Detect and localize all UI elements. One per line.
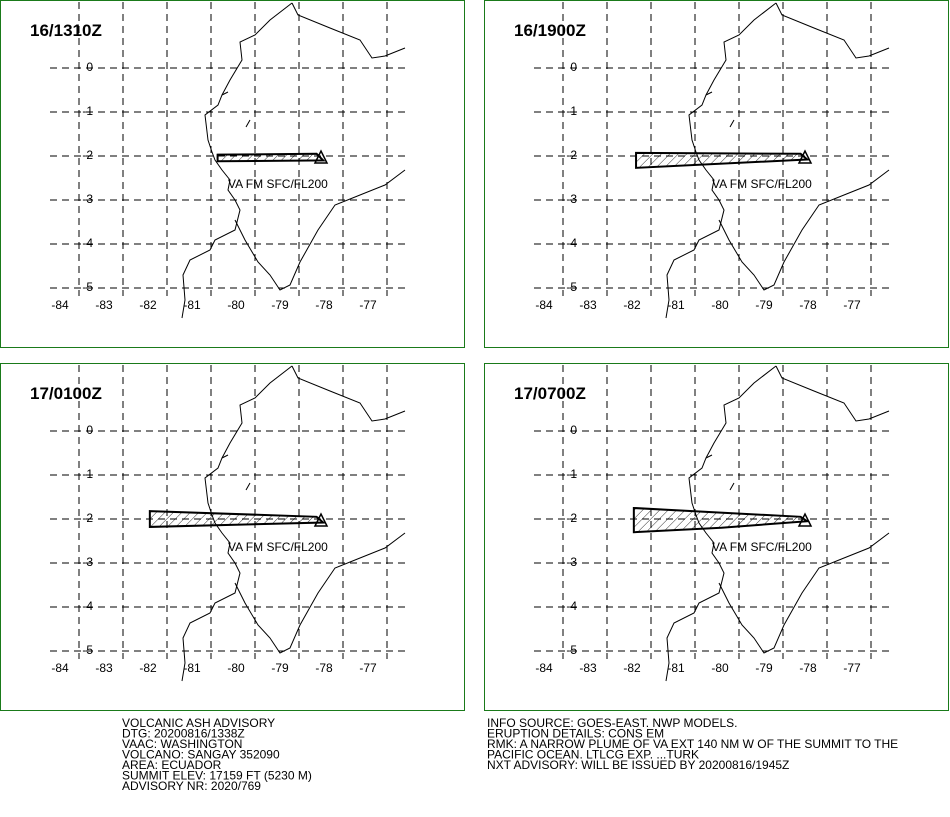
plume-label: VA FM SFC/FL200 [712, 177, 812, 191]
y-tick-label: -3 [566, 192, 577, 206]
x-tick-label: -78 [315, 661, 333, 675]
x-tick-label: -79 [755, 661, 773, 675]
x-tick-label: -78 [799, 661, 817, 675]
y-tick-label: -5 [82, 643, 93, 657]
y-tick-label: -4 [566, 599, 577, 613]
y-tick-label: -1 [566, 104, 577, 118]
y-tick-label: -2 [566, 148, 577, 162]
valid-time: 17/0100Z [30, 384, 102, 403]
x-tick-label: -81 [667, 661, 685, 675]
ash-plume [635, 151, 810, 169]
advisory-line: INFO SOURCE: GOES-EAST. NWP MODELS. [487, 716, 737, 730]
advisory-line: DTG: 20200816/1338Z [122, 727, 245, 741]
ash-plume [216, 152, 326, 163]
y-tick-label: -2 [566, 511, 577, 525]
map-panel: -84 -83 -82 -81 -80 -79 -78 -77 0 -1 -2 -3 -4 -5 VA FM… [484, 363, 949, 711]
advisory-line: VOLCANIC ASH ADVISORY [122, 716, 275, 730]
x-tick-label: -84 [535, 298, 553, 312]
advisory-line: VOLCANO: SANGAY 352090 [122, 748, 280, 762]
ash-plume [632, 506, 811, 534]
x-tick-label: -84 [535, 661, 553, 675]
y-tick-label: -3 [82, 192, 93, 206]
y-tick-label: -4 [82, 236, 93, 250]
ash-plume [148, 510, 326, 528]
x-tick-label: -80 [227, 298, 245, 312]
x-tick-label: -77 [359, 661, 377, 675]
valid-time: 17/0700Z [514, 384, 586, 403]
x-tick-label: -82 [623, 661, 641, 675]
plume-label: VA FM SFC/FL200 [712, 540, 812, 554]
x-tick-label: -81 [183, 661, 201, 675]
advisory-line: AREA: ECUADOR [122, 758, 222, 772]
y-tick-label: -4 [566, 236, 577, 250]
x-tick-label: -79 [755, 298, 773, 312]
y-tick-label: -1 [82, 467, 93, 481]
x-tick-label: -84 [51, 661, 69, 675]
map-panel: -84 -83 -82 -81 -80 -79 -78 -77 0 -1 -2 -3 -4 -5 VA FM… [0, 0, 465, 348]
y-tick-label: -4 [82, 599, 93, 613]
y-tick-label: -1 [82, 104, 93, 118]
advisory-line: ERUPTION DETAILS: CONS EM [487, 727, 664, 741]
y-tick-label: -1 [566, 467, 577, 481]
x-tick-label: -80 [711, 298, 729, 312]
y-tick-label: 0 [86, 60, 93, 74]
x-tick-label: -78 [799, 298, 817, 312]
x-tick-label: -81 [667, 298, 685, 312]
advisory-line: RMK: A NARROW PLUME OF VA EXT 140 NM W O… [487, 737, 898, 751]
advisory-line: PACIFIC OCEAN. LTLCG EXP. ...TURK [487, 748, 699, 762]
advisory-line: ADVISORY NR: 2020/769 [122, 779, 261, 793]
y-tick-label: -5 [82, 280, 93, 294]
valid-time: 16/1900Z [514, 21, 586, 40]
map-panel: -84 -83 -82 -81 -80 -79 -78 -77 0 -1 -2 -3 -4 -5 VA FM… [0, 363, 465, 711]
plume-label: VA FM SFC/FL200 [228, 540, 328, 554]
x-tick-label: -79 [271, 298, 289, 312]
y-tick-label: -5 [566, 280, 577, 294]
y-tick-label: -3 [566, 555, 577, 569]
advisory-line: SUMMIT ELEV: 17159 FT (5230 M) [122, 769, 312, 783]
x-tick-label: -84 [51, 298, 69, 312]
x-tick-label: -77 [359, 298, 377, 312]
x-tick-label: -82 [139, 661, 157, 675]
x-tick-label: -83 [579, 298, 597, 312]
advisory-line: VAAC: WASHINGTON [122, 737, 242, 751]
valid-time: 16/1310Z [30, 21, 102, 40]
summit-marker [313, 149, 329, 164]
x-tick-label: -80 [711, 661, 729, 675]
summit-marker [797, 512, 813, 527]
y-tick-label: 0 [570, 60, 577, 74]
x-tick-label: -82 [139, 298, 157, 312]
y-tick-label: 0 [86, 423, 93, 437]
x-tick-label: -82 [623, 298, 641, 312]
x-tick-label: -77 [843, 661, 861, 675]
y-tick-label: 0 [570, 423, 577, 437]
x-tick-label: -83 [95, 661, 113, 675]
x-tick-label: -79 [271, 661, 289, 675]
x-tick-label: -83 [579, 661, 597, 675]
x-tick-label: -80 [227, 661, 245, 675]
plume-label: VA FM SFC/FL200 [228, 177, 328, 191]
y-tick-label: -2 [82, 148, 93, 162]
y-tick-label: -2 [82, 511, 93, 525]
x-tick-label: -81 [183, 298, 201, 312]
map-panel: -84 -83 -82 -81 -80 -79 -78 -77 0 -1 -2 -3 -4 -5 VA FM… [484, 0, 949, 348]
advisory-line: NXT ADVISORY: WILL BE ISSUED BY 20200816… [487, 758, 789, 772]
x-tick-label: -83 [95, 298, 113, 312]
x-tick-label: -78 [315, 298, 333, 312]
x-tick-label: -77 [843, 298, 861, 312]
y-tick-label: -3 [82, 555, 93, 569]
summit-marker [313, 512, 329, 527]
summit-marker [797, 149, 813, 164]
y-tick-label: -5 [566, 643, 577, 657]
